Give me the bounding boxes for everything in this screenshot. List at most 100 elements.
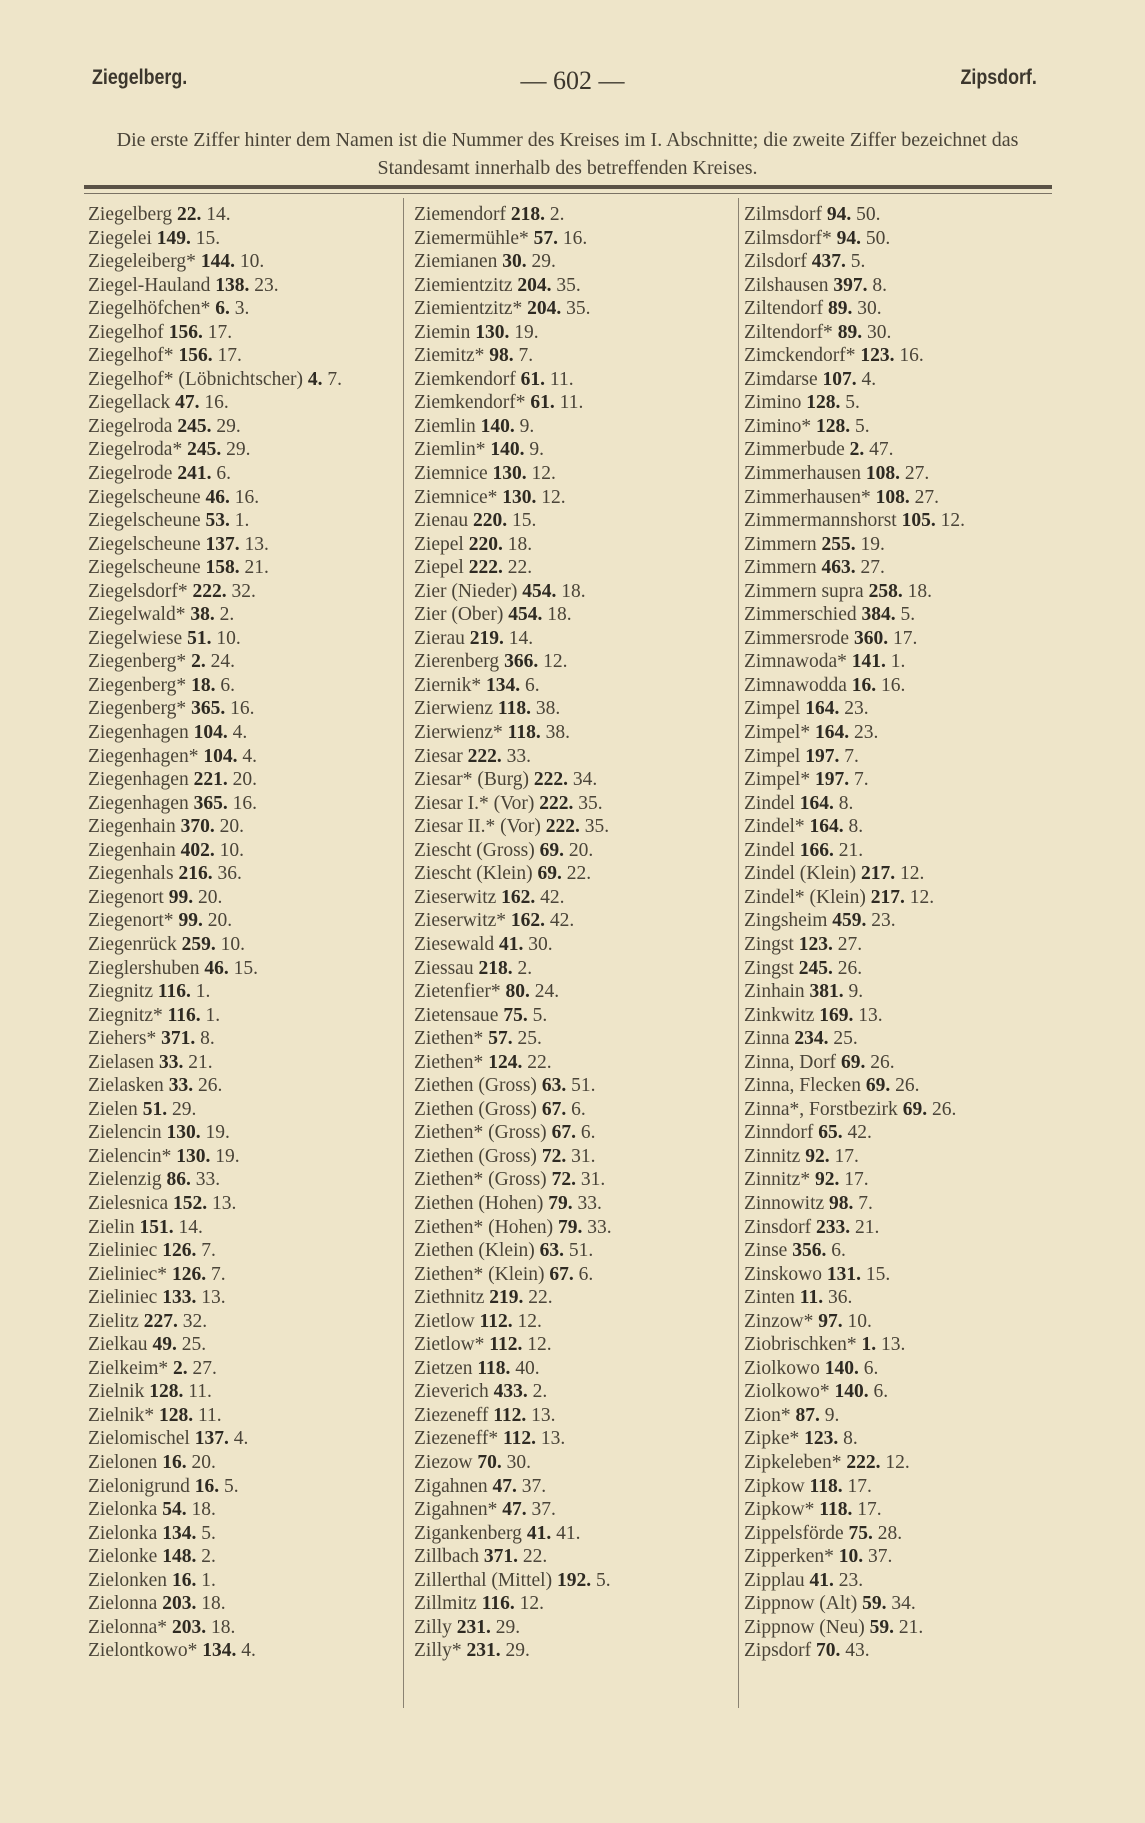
district-number: 217. <box>860 863 896 885</box>
registry-office-number: 19. <box>860 533 885 555</box>
list-item: Ziegeleiberg* 144. 10. <box>88 250 342 274</box>
registry-office-number: 38. <box>545 722 570 744</box>
registry-office-number: 1. <box>201 1569 216 1591</box>
list-item: Zielin 151. 14. <box>88 1216 342 1240</box>
registry-office-number: 12. <box>541 486 566 508</box>
district-number: 220. <box>468 533 503 555</box>
district-number: 162. <box>510 910 546 932</box>
district-number: 219. <box>469 627 504 649</box>
place-name: Ziemendorf <box>414 204 507 225</box>
district-number: 130. <box>502 486 537 508</box>
place-name: Zilsdorf <box>744 251 807 273</box>
place-name: Ziernik* <box>414 674 482 696</box>
place-name: Zinna, Dorf <box>744 1051 837 1073</box>
list-item: Ziezow 70. 30. <box>414 1451 612 1475</box>
registry-office-number: 32. <box>182 1310 208 1332</box>
registry-office-number: 5. <box>532 1004 548 1026</box>
place-name: Ziemitz* <box>414 345 485 367</box>
list-item: Ziemendorf 218. 2. <box>414 203 612 227</box>
district-number: 69. <box>539 839 565 861</box>
district-number: 1. <box>861 1334 877 1356</box>
place-name: Zieverich <box>414 1381 489 1403</box>
district-number: 67. <box>551 1122 576 1144</box>
registry-office-number: 17. <box>844 1169 869 1191</box>
district-number: 130. <box>176 1145 211 1167</box>
list-item: Ziegelsdorf* 222. 32. <box>88 580 342 604</box>
place-name: Ziesar I.* (Vor) <box>414 792 535 814</box>
registry-office-number: 8. <box>848 816 864 838</box>
list-item: Zieliniec 126. 7. <box>88 1239 342 1263</box>
place-name: Zielonna* <box>88 1616 168 1638</box>
place-name: Ziemkendorf* <box>414 392 526 414</box>
district-number: 134. <box>202 1640 237 1662</box>
list-item: Zimmern 255. 19. <box>744 533 965 557</box>
place-name: Ziltendorf <box>744 298 824 320</box>
list-item: Ziegenhain 370. 20. <box>88 815 342 839</box>
header-rule-thick <box>84 185 1052 189</box>
district-number: 112. <box>479 1310 513 1332</box>
district-number: 245. <box>177 415 212 437</box>
place-name: Zindel* <box>744 816 805 838</box>
list-item: Ziolkowo* 140. 6. <box>744 1380 965 1404</box>
district-number: 118. <box>819 1499 853 1521</box>
registry-office-number: 8. <box>872 274 887 296</box>
registry-office-number: 20. <box>568 839 594 861</box>
district-number: 80. <box>505 981 530 1003</box>
district-number: 222. <box>467 745 502 767</box>
place-name: Zielomischel <box>88 1428 190 1450</box>
registry-office-number: 7. <box>201 1240 216 1262</box>
district-number: 454. <box>522 580 557 602</box>
registry-office-number: 26. <box>870 1051 895 1073</box>
district-number: 138. <box>215 274 250 296</box>
registry-office-number: 10. <box>847 1310 872 1332</box>
list-item: Ziescht (Klein) 69. 22. <box>414 862 612 886</box>
district-number: 158. <box>205 557 240 579</box>
place-name: Ziehers* <box>88 1028 157 1050</box>
registry-office-number: 7. <box>518 345 534 367</box>
place-name: Zipkow* <box>744 1499 815 1521</box>
place-name: Ziegenhagen <box>88 792 189 814</box>
district-number: 231. <box>466 1640 501 1662</box>
place-name: Ziemientzitz* <box>414 298 523 320</box>
place-name: Zinna*, Forstbezirk <box>744 1098 898 1120</box>
list-item: Zielonen 16. 20. <box>88 1451 342 1475</box>
list-item: Ziegelei 149. 15. <box>88 227 342 251</box>
list-item: Ziethen (Gross) 72. 31. <box>414 1145 612 1169</box>
list-item: Ziegelhof 156. 17. <box>88 321 342 345</box>
list-item: Zielen 51. 29. <box>88 1098 342 1122</box>
list-item: Zietensaue 75. 5. <box>414 1004 612 1028</box>
registry-office-number: 24. <box>210 651 235 673</box>
place-name: Zierau <box>414 627 465 649</box>
list-item: Ziegenhagen* 104. 4. <box>88 745 342 769</box>
district-number: 47. <box>502 1499 527 1521</box>
list-item: Ziegelrode 241. 6. <box>88 462 342 486</box>
registry-office-number: 5. <box>850 251 866 273</box>
list-item: Zier (Ober) 454. 18. <box>414 603 612 627</box>
place-name: Zielencin* <box>88 1145 172 1167</box>
district-number: 67. <box>549 1263 574 1285</box>
place-name: Zingst <box>744 957 794 979</box>
list-item: Ziesewald 41. 30. <box>414 933 612 957</box>
district-number: 203. <box>162 1593 197 1615</box>
district-number: 234. <box>794 1028 829 1050</box>
list-item: Ziemkendorf 61. 11. <box>414 368 612 392</box>
list-item: Ziltendorf* 89. 30. <box>744 321 965 345</box>
district-number: 216. <box>178 863 213 885</box>
district-number: 98. <box>829 1192 854 1214</box>
district-number: 218. <box>510 204 546 225</box>
registry-office-number: 1. <box>234 510 250 532</box>
place-name: Zielonigrund <box>88 1475 190 1497</box>
district-number: 245. <box>798 957 833 979</box>
place-name: Zindel <box>744 839 795 861</box>
list-item: Zimmerschied 384. 5. <box>744 603 965 627</box>
place-name: Ziethnitz <box>414 1287 485 1309</box>
district-number: 130. <box>166 1122 201 1144</box>
registry-office-number: 27. <box>837 933 863 955</box>
district-number: 123. <box>798 933 833 955</box>
place-name: Zielen <box>88 1098 138 1120</box>
place-name: Ziessau <box>414 957 474 979</box>
list-item: Zilly* 231. 29. <box>414 1639 612 1663</box>
list-item: Ziegenhagen 221. 20. <box>88 768 342 792</box>
registry-office-number: 35. <box>566 298 591 320</box>
district-number: 33. <box>168 1075 194 1097</box>
